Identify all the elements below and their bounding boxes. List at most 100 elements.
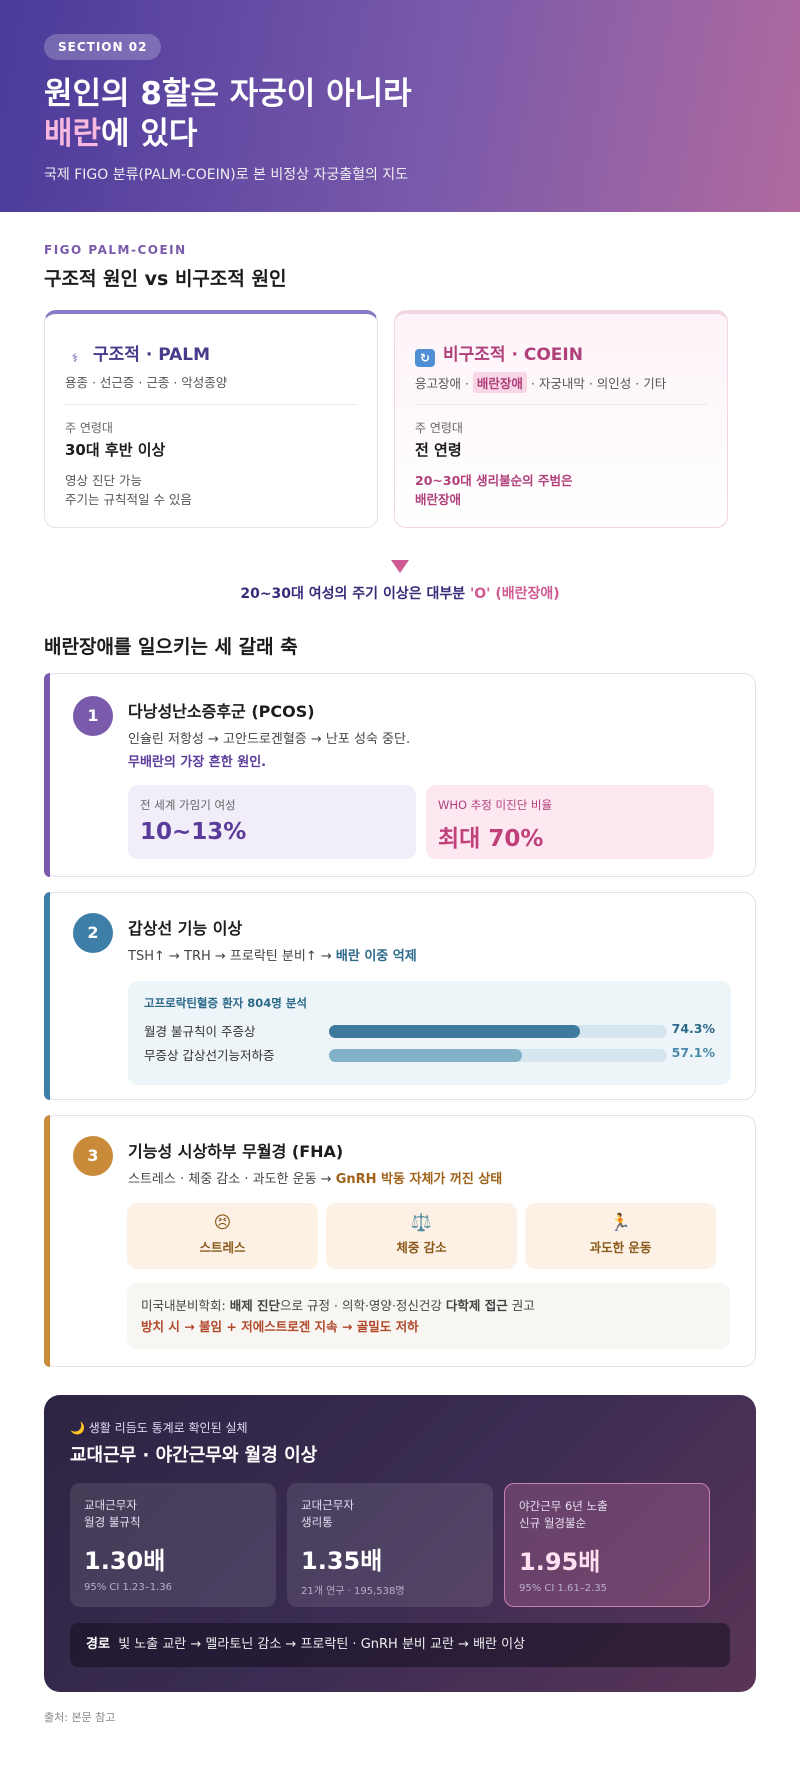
title-highlight: 배란	[44, 116, 102, 152]
title-rest: 에 있다	[101, 116, 198, 152]
coein-title: ↻ 비구조적 · COEIN	[415, 340, 583, 367]
stat-sub: 95% CI 1.23–1.36	[84, 1582, 173, 1593]
conclusion-highlight: 'O' (배란장애)	[469, 586, 560, 602]
coein-list-pre: 응고장애 ·	[415, 376, 473, 391]
coein-list: 응고장애 · 배란장애 · 자궁내막 · 의인성 · 기타	[415, 372, 666, 393]
palm-title: ⚕ 구조적 · PALM	[65, 340, 210, 367]
row-label: 월경 불규칙이 주증상	[144, 1024, 256, 1039]
page-subtitle: 국제 FIGO 분류(PALM-COEIN)로 본 비정상 자궁출혈의 지도	[44, 167, 409, 183]
fha-note: 미국내분비학회: 배제 진단으로 규정 · 의학·영양·정신건강 다학제 접근 …	[127, 1283, 730, 1349]
accent-bar	[44, 892, 50, 1100]
cycle-icon: ↻	[415, 349, 435, 367]
stat-value: 1.35배	[301, 1547, 383, 1575]
row-value: 57.1%	[671, 1045, 715, 1060]
axis-number: 2	[73, 913, 113, 953]
stat-value: 10~13%	[140, 819, 247, 845]
stat-label: 야간근무 6년 노출	[519, 1499, 608, 1513]
progress-fill	[329, 1049, 522, 1062]
page-title: 원인의 8할은 자궁이 아니라 배란에 있다	[44, 74, 412, 154]
thyroid-desc-text: TSH↑ → TRH → 프로락틴 분비↑ →	[128, 949, 336, 964]
palm-title-text: 구조적 · PALM	[93, 345, 211, 365]
factor-stress: 😣 스트레스	[127, 1203, 318, 1269]
pathway-text: 빛 노출 교란 → 멜라토닌 감소 → 프로락틴 · GnRH 분비 교란 → …	[118, 1637, 526, 1652]
pcos-title: 다낭성난소증후군 (PCOS)	[128, 702, 315, 721]
fha-desc: 스트레스 · 체중 감소 · 과도한 운동 → GnRH 박동 자체가 꺼진 상…	[128, 1168, 502, 1187]
prolactin-panel: 고프로락틴혈증 환자 804명 분석 월경 불규칙이 주증상 74.3% 무증상…	[128, 981, 731, 1085]
pathway-bar: 경로 빛 노출 교란 → 멜라토닌 감소 → 프로락틴 · GnRH 분비 교란…	[70, 1623, 730, 1667]
fha-warning: 방치 시 → 불임 + 저에스트로겐 지속 → 골밀도 저하	[141, 1319, 419, 1334]
progress-row: 월경 불규칙이 주증상 74.3%	[144, 1021, 715, 1039]
palm-note-line: 영상 진단 가능	[65, 473, 142, 488]
progress-row: 무증상 갑상선기능저하증 57.1%	[144, 1045, 715, 1063]
scale-icon: ⚖️	[410, 1213, 433, 1233]
conclusion: 20~30대 여성의 주기 이상은 대부분 'O' (배란장애)	[0, 583, 800, 603]
figo-heading: 구조적 원인 vs 비구조적 원인	[44, 268, 287, 290]
palm-note-line: 주기는 규칙적일 수 있음	[65, 492, 192, 507]
axis-number: 3	[73, 1136, 113, 1176]
factor-label: 과도한 운동	[589, 1240, 652, 1255]
pcos-stat-undiagnosed: WHO 추정 미진단 비율 최대 70%	[426, 785, 714, 859]
title-line-2: 배란에 있다	[44, 114, 412, 154]
section-badge: SECTION 02	[44, 34, 162, 60]
axes-heading: 배란장애를 일으키는 세 갈래 축	[44, 636, 298, 658]
palm-age-label: 주 연령대	[65, 421, 113, 435]
fha-title: 기능성 시상하부 무월경 (FHA)	[128, 1142, 344, 1161]
coein-note-line: 20~30대 생리불순의 주범은	[415, 473, 573, 488]
stat-label: 전 세계 가임기 여성	[140, 798, 236, 812]
factor-exercise: 🏃 과도한 운동	[525, 1203, 716, 1269]
panel-title: 고프로락틴혈증 환자 804명 분석	[144, 996, 307, 1010]
coein-list-post: · 자궁내막 · 의인성 · 기타	[526, 376, 667, 391]
accent-bar	[44, 1115, 50, 1367]
note-bold: 배제 진단	[229, 1298, 281, 1313]
fha-desc-text: 스트레스 · 체중 감소 · 과도한 운동 →	[128, 1172, 336, 1187]
shift-stat-card: 교대근무자 월경 불규칙 1.30배 95% CI 1.23–1.36	[70, 1483, 276, 1607]
note-text: 권고	[507, 1298, 535, 1313]
coein-note-line: 배란장애	[415, 492, 462, 507]
palm-list: 용종 · 선근증 · 근종 · 악성종양	[65, 375, 228, 390]
palm-card: ⚕ 구조적 · PALM 용종 · 선근증 · 근종 · 악성종양 주 연령대 3…	[44, 310, 378, 528]
row-value: 74.3%	[671, 1021, 715, 1036]
axis-number: 1	[73, 696, 113, 736]
stat-label: 생리통	[301, 1515, 333, 1529]
stat-value: 1.95배	[519, 1548, 601, 1576]
pathway-label: 경로	[86, 1637, 110, 1652]
stat-label: 교대근무자	[84, 1498, 137, 1512]
coein-age-label: 주 연령대	[415, 421, 463, 435]
stat-sub: 21개 연구 · 195,538명	[301, 1586, 405, 1597]
palm-age-value: 30대 후반 이상	[65, 441, 166, 459]
stat-label: WHO 추정 미진단 비율	[438, 798, 553, 812]
row-label: 무증상 갑상선기능저하증	[144, 1048, 275, 1063]
figo-label: FIGO PALM-COEIN	[44, 243, 187, 257]
stat-label: 신규 월경불순	[519, 1516, 587, 1530]
shift-title: 교대근무 · 야간근무와 월경 이상	[70, 1445, 318, 1466]
thyroid-card: 2 갑상선 기능 이상 TSH↑ → TRH → 프로락틴 분비↑ → 배란 이…	[44, 892, 756, 1100]
thyroid-desc: TSH↑ → TRH → 프로락틴 분비↑ → 배란 이중 억제	[128, 945, 417, 964]
factor-label: 스트레스	[199, 1240, 246, 1255]
progress-track	[329, 1025, 667, 1038]
ovulation-tag: 배란장애	[472, 372, 527, 393]
note-bold: 다학제 접근	[445, 1298, 508, 1313]
divider	[65, 404, 357, 405]
stat-sub: 95% CI 1.61–2.35	[519, 1583, 608, 1594]
stat-label: 월경 불규칙	[84, 1515, 141, 1529]
factor-label: 체중 감소	[396, 1240, 447, 1255]
thyroid-title: 갑상선 기능 이상	[128, 919, 243, 938]
pcos-desc-bold: 무배란의 가장 흔한 원인.	[128, 755, 267, 770]
source-note: 출처: 본문 참고	[44, 1711, 116, 1724]
shift-stat-card-highlight: 야간근무 6년 노출 신규 월경불순 1.95배 95% CI 1.61–2.3…	[504, 1483, 710, 1607]
down-arrow-icon	[391, 560, 409, 573]
progress-fill	[329, 1025, 581, 1038]
stethoscope-icon: ⚕	[71, 351, 79, 365]
stress-icon: 😣	[213, 1213, 232, 1233]
progress-track	[329, 1049, 667, 1062]
runner-icon: 🏃	[609, 1213, 632, 1233]
note-text: 으로 규정 · 의학·영양·정신건강	[280, 1298, 446, 1313]
conclusion-text: 20~30대 여성의 주기 이상은 대부분	[240, 586, 470, 602]
stat-value: 최대 70%	[438, 826, 544, 852]
thyroid-desc-bold: 배란 이중 억제	[335, 949, 417, 964]
pcos-card: 1 다낭성난소증후군 (PCOS) 인슐린 저항성 → 고안드로겐혈증 → 난포…	[44, 673, 756, 877]
stat-value: 1.30배	[84, 1547, 166, 1575]
hero-banner: SECTION 02 원인의 8할은 자궁이 아니라 배란에 있다 국제 FIG…	[0, 0, 800, 212]
shift-kicker: 🌙 생활 리듬도 통계로 확인된 실체	[70, 1421, 248, 1435]
